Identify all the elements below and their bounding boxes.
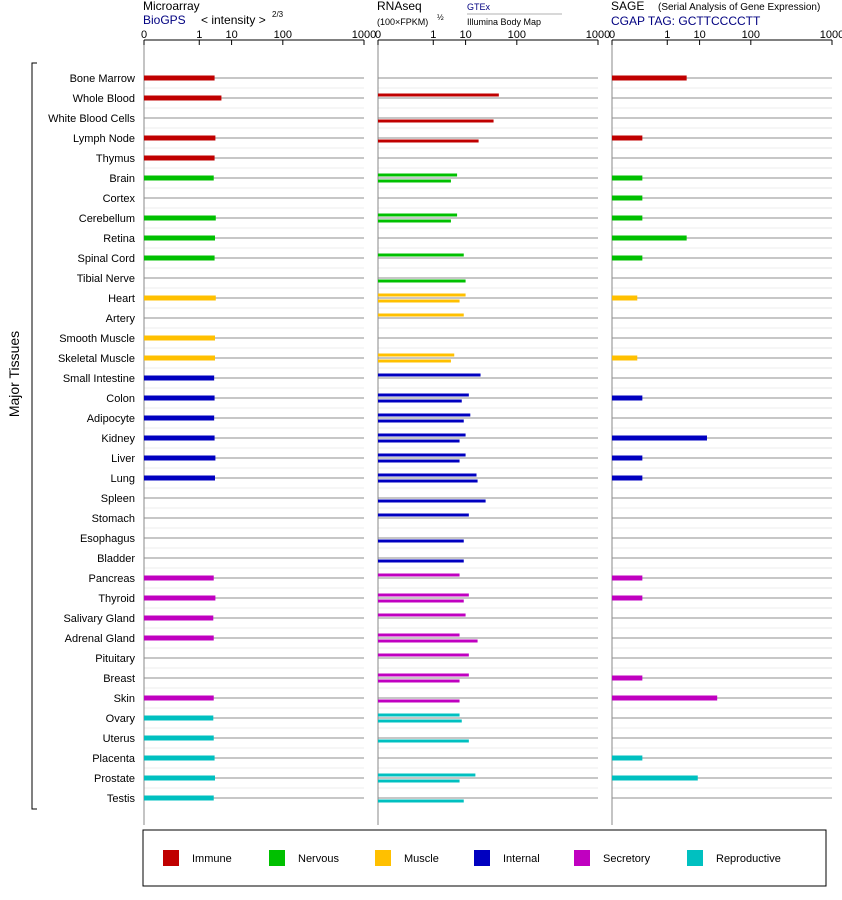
rnaseq-source-top: GTEx xyxy=(467,2,491,12)
tissue-label: Adrenal Gland xyxy=(65,633,135,645)
tissue-label: Kidney xyxy=(101,433,135,445)
legend-label: Internal xyxy=(503,853,540,865)
x-tick-label: 1000 xyxy=(820,29,842,41)
sage-header: SAGE (Serial Analysis of Gene Expression… xyxy=(611,0,820,28)
tissue-label: Uterus xyxy=(103,733,136,745)
rnaseq-metric: (100×FPKM) xyxy=(377,17,428,27)
tissue-label: Tibial Nerve xyxy=(77,273,135,285)
legend-label: Nervous xyxy=(298,853,339,865)
tissue-label: Colon xyxy=(106,393,135,405)
tissue-label: Heart xyxy=(108,293,135,305)
legend-swatch xyxy=(687,850,703,866)
tissue-label: Skin xyxy=(114,693,135,705)
tissue-label: Thyroid xyxy=(98,593,135,605)
tissue-label: Cerebellum xyxy=(79,213,135,225)
rnaseq-source-bottom: Illumina Body Map xyxy=(467,17,541,27)
tissue-label: Bone Marrow xyxy=(70,73,135,85)
x-tick-label: 10 xyxy=(225,29,237,41)
x-tick-label: 1 xyxy=(430,29,436,41)
x-tick-label: 1000 xyxy=(352,29,376,41)
x-tick-label: 0 xyxy=(375,29,381,41)
x-tick-label: 0 xyxy=(609,29,615,41)
tissue-label: Breast xyxy=(103,673,135,685)
y-axis-title: Major Tissues xyxy=(6,331,22,417)
bars xyxy=(144,75,718,803)
x-tick-label: 0 xyxy=(141,29,147,41)
tissue-label: Retina xyxy=(103,233,136,245)
rnaseq-header: RNAseq (100×FPKM) ½ GTEx Illumina Body M… xyxy=(377,0,562,27)
tissue-label: Spinal Cord xyxy=(78,253,135,265)
microarray-header: Microarray BioGPS < intensity > 2/3 xyxy=(143,0,284,27)
x-tick-label: 1000 xyxy=(586,29,610,41)
microarray-metric: < intensity > xyxy=(201,13,266,27)
tissue-label: Prostate xyxy=(94,773,135,785)
tissue-label: Placenta xyxy=(92,753,136,765)
tissue-label: Skeletal Muscle xyxy=(58,353,135,365)
microarray-source: BioGPS xyxy=(143,13,186,27)
legend-swatch xyxy=(375,850,391,866)
tissue-label: Stomach xyxy=(92,513,135,525)
legend-label: Secretory xyxy=(603,853,651,865)
tissue-label: Liver xyxy=(111,453,135,465)
tissue-label: Esophagus xyxy=(80,533,136,545)
x-tick-label: 100 xyxy=(274,29,292,41)
sage-tag: CGAP TAG: GCTTCCCCTT xyxy=(611,14,761,28)
x-tick-label: 10 xyxy=(693,29,705,41)
legend-label: Immune xyxy=(192,853,232,865)
tissue-label: Pancreas xyxy=(89,573,136,585)
tissue-label: Lung xyxy=(111,473,135,485)
tissue-label: Thymus xyxy=(96,153,136,165)
tissue-label: Smooth Muscle xyxy=(59,333,135,345)
tissue-label: Ovary xyxy=(106,713,136,725)
tissue-label: White Blood Cells xyxy=(48,113,135,125)
microarray-title: Microarray xyxy=(143,0,200,13)
tissue-label: Artery xyxy=(106,313,136,325)
rnaseq-title: RNAseq xyxy=(377,0,422,13)
tissue-label: Bladder xyxy=(97,553,135,565)
legend-label: Reproductive xyxy=(716,853,781,865)
tissue-labels: Bone Marrow Whole Blood White Blood Cells L… xyxy=(48,73,136,805)
tissue-label: Spleen xyxy=(101,493,135,505)
legend-swatch xyxy=(163,850,179,866)
tissue-label: Brain xyxy=(109,173,135,185)
tissue-label: Lymph Node xyxy=(73,133,135,145)
x-tick-label: 10 xyxy=(459,29,471,41)
rnaseq-exponent: ½ xyxy=(437,13,444,22)
tissue-label: Testis xyxy=(107,793,136,805)
sage-title: SAGE xyxy=(611,0,644,13)
y-axis-bracket xyxy=(31,62,37,810)
legend-label: Muscle xyxy=(404,853,439,865)
x-tick-label: 100 xyxy=(742,29,760,41)
sage-subtitle: (Serial Analysis of Gene Expression) xyxy=(658,2,820,13)
legend-swatch xyxy=(269,850,285,866)
tissue-label: Salivary Gland xyxy=(63,613,135,625)
legend-swatch xyxy=(474,850,490,866)
tissue-label: Whole Blood xyxy=(73,93,135,105)
x-tick-label: 1 xyxy=(664,29,670,41)
x-tick-label: 100 xyxy=(508,29,526,41)
gridlines xyxy=(144,77,832,799)
tissue-label: Small Intestine xyxy=(63,373,135,385)
legend-swatch xyxy=(574,850,590,866)
tissue-label: Cortex xyxy=(103,193,136,205)
legend: Immune Nervous Muscle Internal Secretory Repr… xyxy=(163,850,781,866)
tissue-label: Adipocyte xyxy=(87,413,135,425)
microarray-exponent: 2/3 xyxy=(272,10,284,19)
tissue-label: Pituitary xyxy=(95,653,135,665)
x-tick-label: 1 xyxy=(196,29,202,41)
